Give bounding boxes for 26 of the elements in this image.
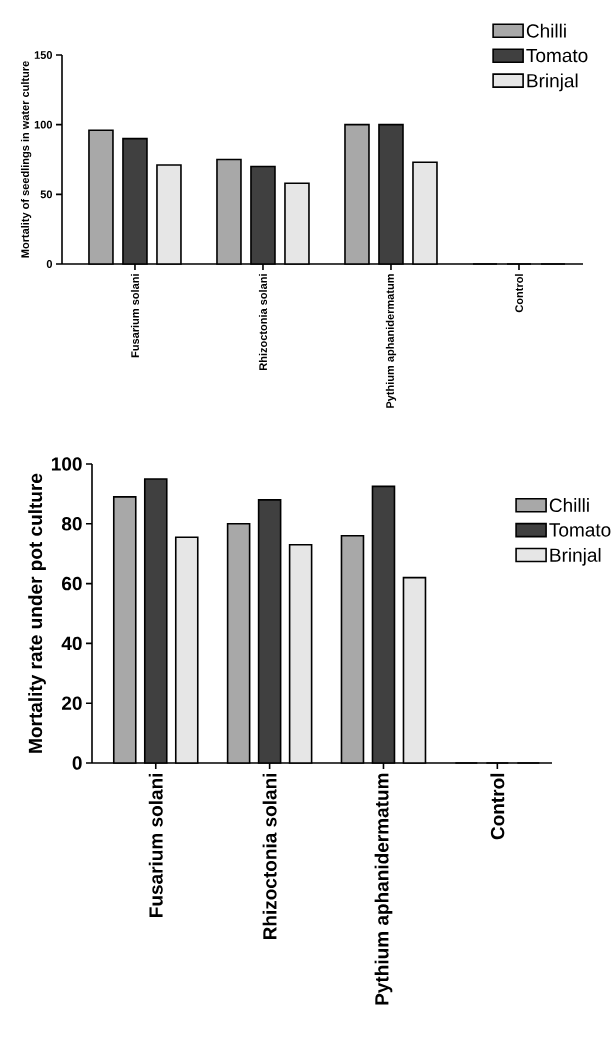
y-axis-title: Mortality rate under pot culture [28, 473, 46, 753]
legend-label: Tomato [526, 48, 588, 63]
y-tick-label: 150 [34, 51, 53, 59]
legend-label: Brinjal [550, 547, 601, 566]
y-tick-label: 0 [46, 260, 53, 268]
x-tick-label: Pythium aphanidermatum [385, 274, 397, 408]
x-tick-label: Rhizoctonia solani [262, 773, 277, 940]
y-tick-label: 80 [61, 517, 82, 531]
x-tick-label: Control [490, 773, 505, 840]
y-tick-label: 100 [34, 120, 53, 129]
legend-label: Chilli [526, 23, 566, 38]
legend-label: Chilli [549, 498, 589, 513]
y-tick-label: 60 [62, 576, 82, 591]
x-tick-label: Control [514, 274, 524, 313]
y-axis-title: Mortality of seedlings in water culture [20, 61, 32, 258]
y-tick-label: 20 [61, 696, 82, 710]
y-tick-label: 50 [40, 190, 53, 199]
x-tick-label: Fusarium solani [148, 773, 163, 917]
x-tick-label: Pythium aphanidermatum [374, 773, 393, 1005]
legend-label: Tomato [549, 523, 611, 537]
x-tick-label: Fusarium solani [130, 274, 139, 358]
y-tick-label: 40 [61, 636, 82, 651]
y-tick-label: 0 [72, 756, 82, 770]
y-tick-label: 100 [51, 457, 82, 471]
x-tick-label: Rhizoctonia solani [258, 274, 268, 370]
legend-label: Brinjal [527, 73, 578, 92]
